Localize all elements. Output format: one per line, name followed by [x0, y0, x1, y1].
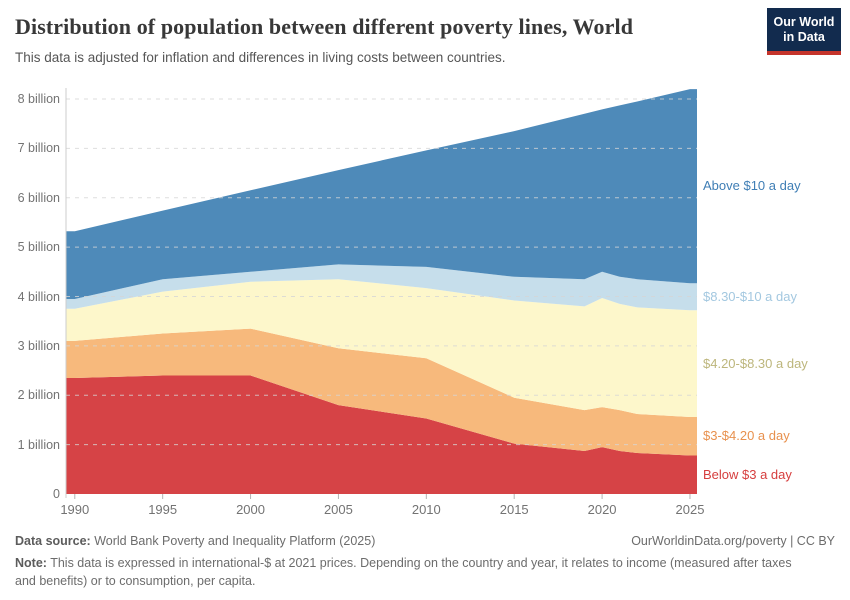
- x-tick-label-2000: 2000: [236, 502, 265, 517]
- legend-label-above-10[interactable]: Above $10 a day: [703, 178, 801, 194]
- data-source-value: World Bank Poverty and Inequality Platfo…: [90, 534, 376, 548]
- legend-label-below-3[interactable]: Below $3 a day: [703, 466, 792, 482]
- note-line: Note: This data is expressed in internat…: [15, 554, 815, 590]
- owid-logo-line2: in Data: [783, 30, 825, 44]
- owid-logo[interactable]: Our World in Data: [767, 8, 841, 55]
- legend-label-3-to-420[interactable]: $3-$4.20 a day: [703, 428, 790, 444]
- x-tick-label-2005: 2005: [323, 502, 353, 517]
- legend-label-420-to-830[interactable]: $4.20-$8.30 a day: [703, 355, 808, 371]
- area-3-to-420[interactable]: [66, 328, 697, 456]
- x-tick-label-1990: 1990: [60, 502, 90, 517]
- y-tick-label-0: 0: [53, 487, 60, 501]
- x-tick-label-2010: 2010: [411, 502, 441, 517]
- stacked-area-chart[interactable]: [0, 0, 850, 516]
- data-source-line: Data source: World Bank Poverty and Ineq…: [15, 532, 375, 550]
- y-tick-label-4: 4 billion: [17, 289, 60, 304]
- x-tick-label-2015: 2015: [499, 502, 529, 517]
- y-tick-label-1: 1 billion: [17, 437, 60, 452]
- data-source-label: Data source:: [15, 534, 91, 548]
- area-830-to-10[interactable]: [66, 264, 697, 311]
- y-tick-label-3: 3 billion: [17, 338, 60, 353]
- chart-footer: Data source: World Bank Poverty and Ineq…: [15, 532, 835, 590]
- x-tick-label-2025: 2025: [675, 502, 705, 517]
- y-tick-label-5: 5 billion: [17, 240, 60, 255]
- owid-logo-line1: Our World: [773, 15, 835, 29]
- y-tick-label-8: 8 billion: [17, 92, 60, 106]
- area-below-3[interactable]: [66, 375, 697, 495]
- legend-label-830-to-10[interactable]: $8.30-$10 a day: [703, 288, 797, 304]
- y-tick-label-2: 2 billion: [17, 388, 60, 403]
- owid-link[interactable]: OurWorldinData.org/poverty | CC BY: [631, 534, 835, 548]
- area-above-10[interactable]: [66, 89, 697, 299]
- page-title: Distribution of population between diffe…: [15, 14, 634, 39]
- area-420-to-830[interactable]: [66, 279, 697, 417]
- x-tick-label-2020: 2020: [587, 502, 617, 517]
- x-tick-label-1995: 1995: [148, 502, 178, 517]
- y-tick-label-6: 6 billion: [17, 190, 60, 205]
- chart-subtitle: This data is adjusted for inflation and …: [15, 50, 506, 65]
- note-label: Note:: [15, 556, 47, 571]
- y-tick-label-7: 7 billion: [17, 141, 60, 156]
- note-value: This data is expressed in international-…: [15, 556, 792, 589]
